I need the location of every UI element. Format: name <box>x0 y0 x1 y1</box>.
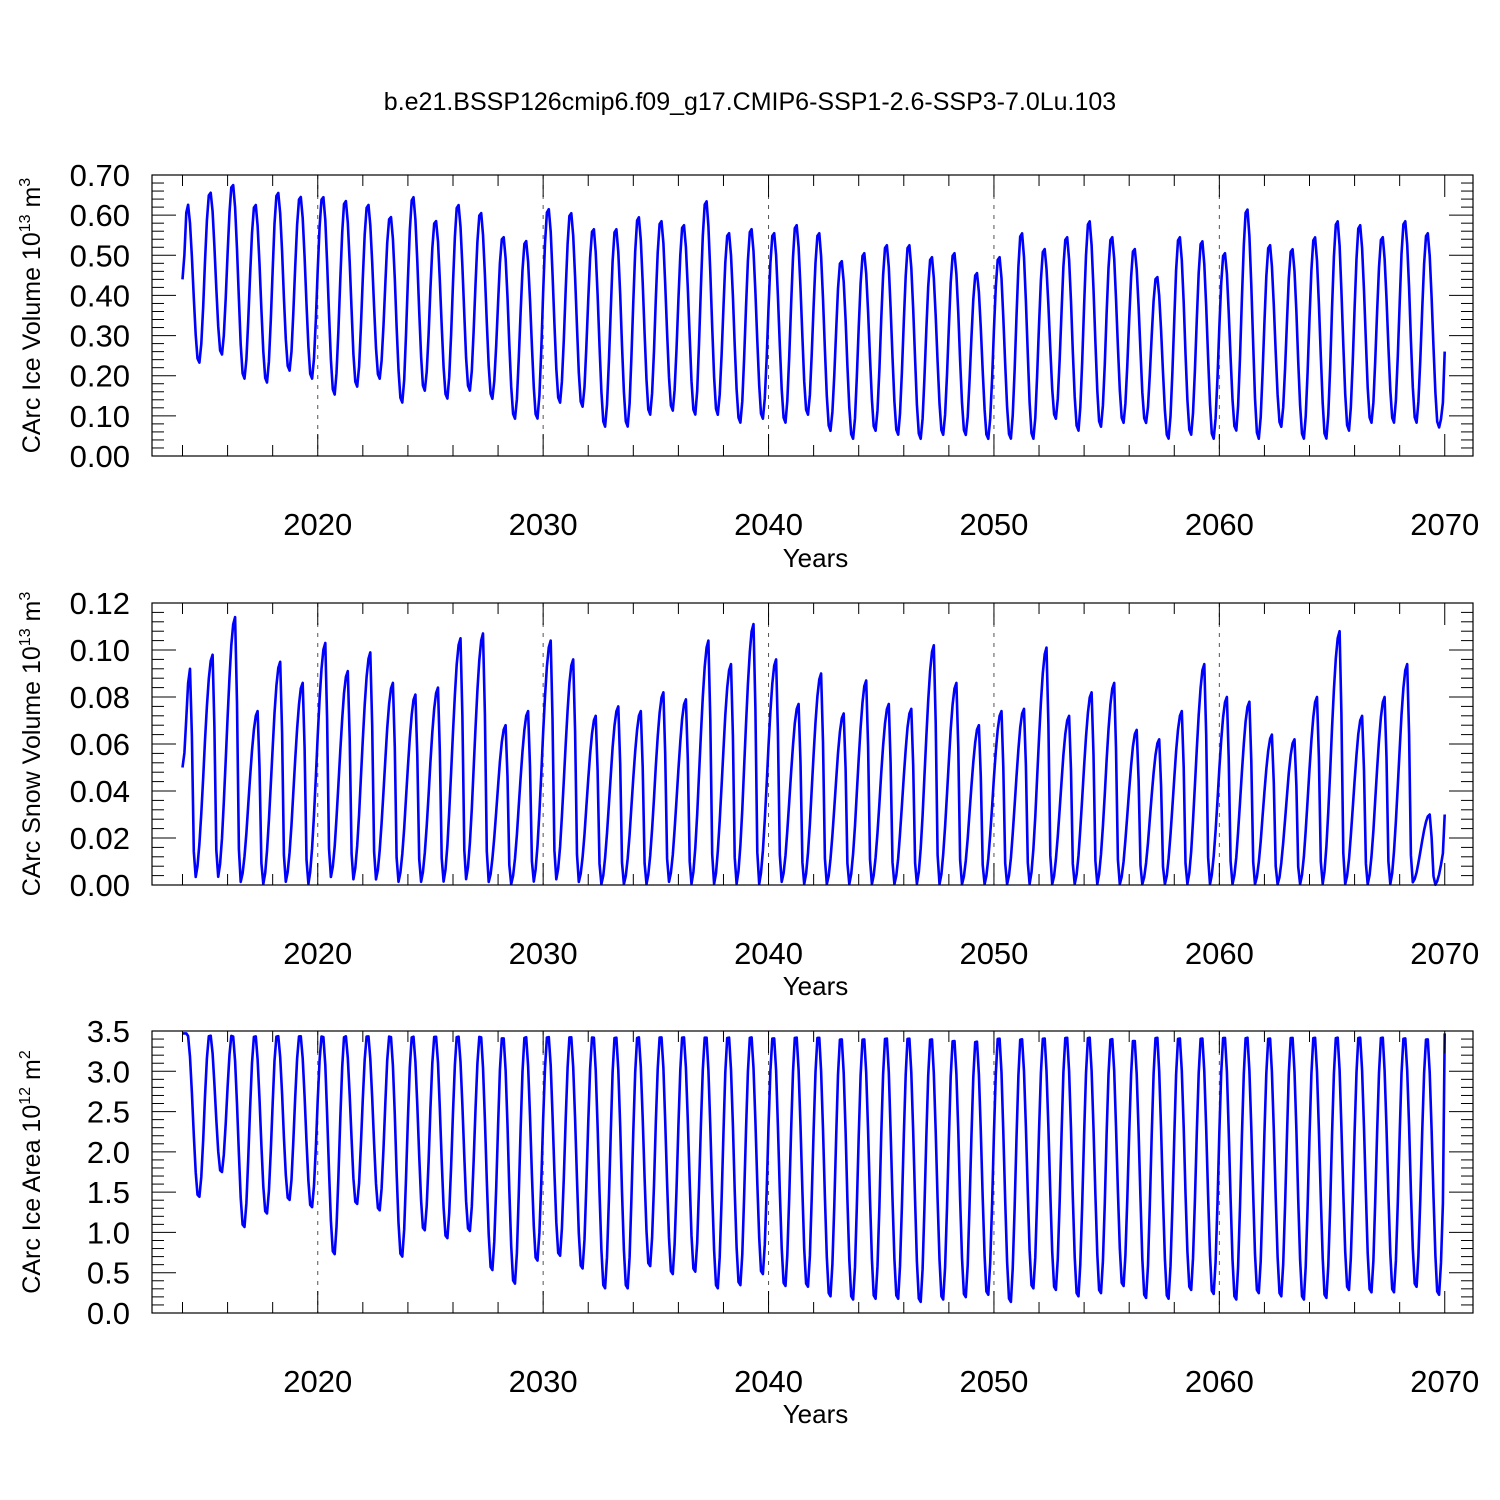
y-tick-label: 0.40 <box>70 278 130 313</box>
x-tick-label: 2020 <box>283 507 352 542</box>
y-tick-label: 2.5 <box>87 1095 130 1130</box>
series-line-ice-area <box>182 1032 1446 1304</box>
x-axis-label: Years <box>783 971 849 1001</box>
x-tick-label: 2040 <box>734 1364 803 1399</box>
panel-snow-volume: 2020 2030 2040 2050 2060 2070 0.00 0.02 0.04 0.06… <box>17 586 1479 1001</box>
y-tick-label: 0.02 <box>70 821 130 856</box>
x-tick-label: 2070 <box>1410 507 1479 542</box>
y-tick-label: 0.08 <box>70 680 130 715</box>
panel-ice-area: 2020 2030 2040 2050 2060 2070 0.0 0.5 1.0 1.5 2.0 2… <box>17 1014 1479 1429</box>
y-tick-label: 0.12 <box>70 586 130 621</box>
x-tick-label: 2020 <box>283 936 352 971</box>
x-tick-label: 2060 <box>1185 507 1254 542</box>
series-line-snow-volume <box>181 615 1446 886</box>
x-tick-label: 2060 <box>1185 936 1254 971</box>
y-axis-label: CArc Ice Area 1012 m2 <box>17 1050 46 1294</box>
y-tick-label: 0.0 <box>87 1296 130 1331</box>
x-tick-label: 2050 <box>959 507 1028 542</box>
panel-ice-volume: 2020 2030 2040 2050 2060 2070 0.00 0.10 0.20 0.30… <box>17 158 1479 573</box>
y-tick-label: 0.30 <box>70 319 130 354</box>
series-line-ice-volume <box>181 183 1446 441</box>
x-tick-label: 2030 <box>509 936 578 971</box>
plot-frame <box>151 174 1474 457</box>
x-tick-label: 2060 <box>1185 1364 1254 1399</box>
x-tick-label: 2040 <box>734 936 803 971</box>
y-tick-label: 1.0 <box>87 1215 130 1250</box>
y-tick-label: 0.00 <box>70 868 130 903</box>
y-tick-label: 0.60 <box>70 198 130 233</box>
y-tick-label: 2.0 <box>87 1135 130 1170</box>
x-tick-label: 2030 <box>509 1364 578 1399</box>
y-tick-label: 0.10 <box>70 399 130 434</box>
x-tick-label: 2070 <box>1410 1364 1479 1399</box>
x-tick-label: 2020 <box>283 1364 352 1399</box>
y-tick-label: 3.0 <box>87 1054 130 1089</box>
x-axis-label: Years <box>783 1399 849 1429</box>
y-tick-label: 0.10 <box>70 633 130 668</box>
y-tick-label: 1.5 <box>87 1175 130 1210</box>
y-tick-label: 0.04 <box>70 774 130 809</box>
y-tick-label: 0.5 <box>87 1256 130 1291</box>
x-tick-label: 2050 <box>959 936 1028 971</box>
x-tick-label: 2050 <box>959 1364 1028 1399</box>
y-axis-label: CArc Ice Volume 1013 m3 <box>17 178 46 454</box>
x-tick-label: 2070 <box>1410 936 1479 971</box>
plot-frame <box>151 1030 1474 1314</box>
x-tick-label: 2040 <box>734 507 803 542</box>
y-tick-label: 0.06 <box>70 727 130 762</box>
y-tick-label: 0.70 <box>70 158 130 193</box>
y-tick-label: 0.50 <box>70 238 130 273</box>
figure-title: b.e21.BSSP126cmip6.f09_g17.CMIP6-SSP1-2.… <box>384 88 1116 116</box>
y-tick-label: 0.00 <box>70 439 130 474</box>
y-tick-label: 0.20 <box>70 359 130 394</box>
y-tick-label: 3.5 <box>87 1014 130 1049</box>
x-tick-label: 2030 <box>509 507 578 542</box>
x-axis-label: Years <box>783 543 849 573</box>
y-axis-label: CArc Snow Volume 1013 m3 <box>17 592 46 897</box>
